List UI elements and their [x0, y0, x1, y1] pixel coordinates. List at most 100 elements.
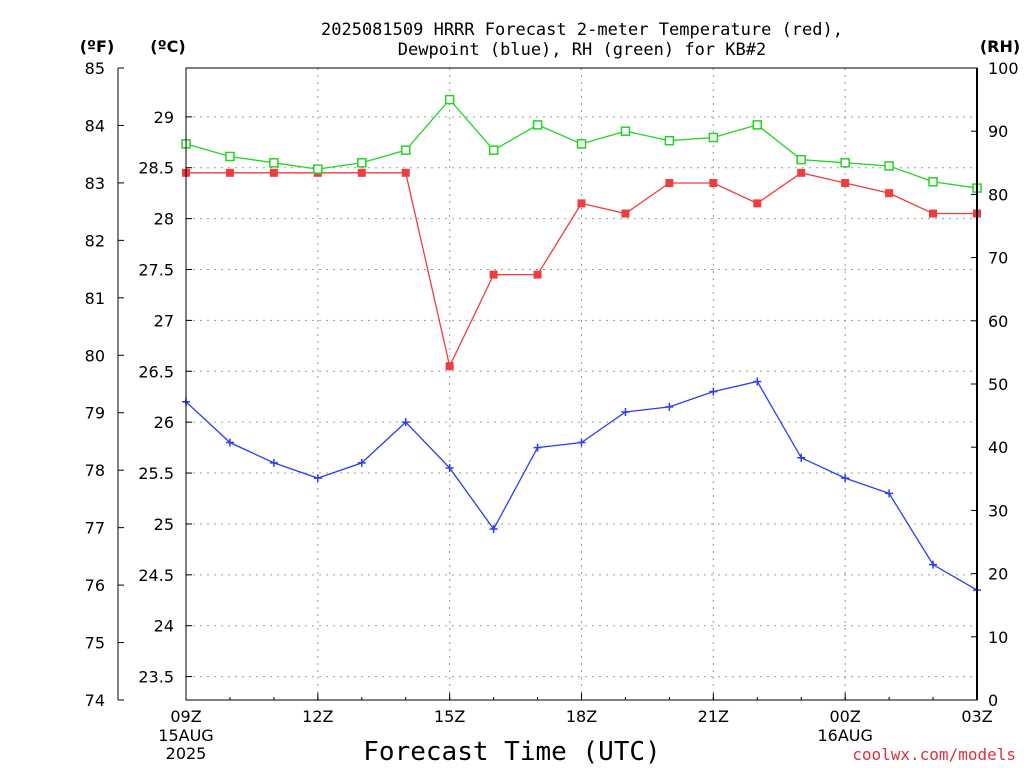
data-point — [357, 458, 366, 467]
data-point — [313, 474, 322, 483]
series-temperature — [182, 168, 981, 371]
celsius-tick-label: 26.5 — [138, 362, 174, 381]
x-tick-label: 15Z — [434, 707, 465, 726]
rh-tick-label: 10 — [988, 628, 1008, 647]
celsius-unit-label: (ºC) — [150, 37, 185, 56]
data-point — [313, 164, 323, 174]
x-tick-label: 12Z — [302, 707, 333, 726]
data-point — [532, 120, 543, 130]
data-point — [225, 168, 234, 177]
data-point — [400, 145, 411, 155]
data-point — [444, 94, 455, 105]
celsius-tick-label: 27 — [154, 311, 174, 330]
data-point — [620, 126, 631, 136]
series-layer — [181, 94, 982, 595]
data-point — [840, 158, 850, 168]
data-point — [577, 438, 586, 447]
data-point — [225, 151, 235, 162]
data-point — [797, 168, 806, 177]
rh-unit-label: (RH) — [980, 37, 1020, 56]
celsius-tick-label: 26 — [154, 413, 174, 432]
x-tick-label: 21Z — [698, 707, 729, 726]
celsius-tick-label: 28.5 — [138, 159, 174, 178]
data-point — [664, 135, 675, 146]
data-point — [709, 179, 718, 188]
x-tick-label: 00Z — [830, 707, 861, 726]
fahrenheit-tick-label: 76 — [85, 576, 105, 595]
data-point — [884, 161, 894, 171]
rh-tick-label: 90 — [988, 122, 1008, 141]
data-point — [621, 407, 630, 416]
credit-link[interactable]: coolwx.com/models — [852, 745, 1016, 764]
data-point — [269, 458, 278, 467]
fahrenheit-tick-label: 78 — [85, 461, 105, 480]
data-point — [401, 418, 410, 427]
x-tick-sublabel: 16AUG — [817, 726, 872, 745]
data-point — [401, 168, 410, 177]
rh-tick-label: 60 — [988, 312, 1008, 331]
data-point — [929, 560, 938, 569]
data-point — [225, 438, 234, 447]
data-point — [928, 177, 938, 187]
celsius-tick-label: 27.5 — [138, 261, 174, 280]
data-point — [753, 377, 762, 386]
chart-subtitle: Dewpoint (blue), RH (green) for KB#2 — [398, 40, 766, 60]
fahrenheit-tick-label: 82 — [85, 231, 105, 250]
x-tick-sublabel: 2025 — [166, 744, 207, 763]
rh-tick-label: 40 — [988, 438, 1008, 457]
celsius-tick-label: 25.5 — [138, 464, 174, 483]
data-point — [885, 489, 894, 498]
celsius-tick-label: 23.5 — [138, 668, 174, 687]
data-point — [841, 474, 850, 483]
celsius-tick-label: 25 — [154, 515, 174, 534]
data-point — [576, 139, 587, 149]
data-point — [665, 179, 674, 188]
x-tick-label: 09Z — [170, 707, 201, 726]
fahrenheit-tick-label: 81 — [85, 289, 105, 308]
fahrenheit-tick-label: 83 — [85, 174, 105, 193]
data-point — [797, 453, 806, 462]
series-dewpoint — [182, 377, 981, 595]
data-point — [885, 189, 894, 198]
data-point — [796, 154, 806, 165]
celsius-tick-label: 24.5 — [138, 566, 174, 585]
fahrenheit-tick-label: 84 — [85, 116, 105, 135]
data-point — [533, 270, 542, 279]
data-point — [929, 209, 938, 218]
rh-tick-label: 50 — [988, 375, 1008, 394]
celsius-tick-label: 28 — [154, 210, 174, 229]
data-point — [841, 179, 850, 188]
fahrenheit-tick-label: 77 — [85, 519, 105, 538]
data-point — [445, 362, 454, 371]
data-point — [269, 158, 279, 168]
data-point — [357, 158, 367, 168]
series-rh — [181, 94, 982, 193]
rh-tick-label: 100 — [988, 59, 1019, 78]
x-axis-title: Forecast Time (UTC) — [363, 737, 660, 767]
fahrenheit-tick-label: 79 — [85, 404, 105, 423]
rh-tick-label: 0 — [988, 691, 998, 710]
data-point — [489, 525, 498, 534]
data-point — [533, 443, 542, 452]
data-point — [488, 145, 499, 155]
chart-title: 2025081509 HRRR Forecast 2-meter Tempera… — [321, 20, 843, 40]
rh-tick-label: 80 — [988, 185, 1008, 204]
rh-tick-label: 70 — [988, 249, 1008, 268]
data-point — [577, 199, 586, 208]
celsius-tick-label: 29 — [154, 108, 174, 127]
fahrenheit-tick-label: 85 — [85, 59, 105, 78]
rh-tick-label: 30 — [988, 501, 1008, 520]
data-point — [708, 132, 719, 143]
data-point — [752, 120, 763, 130]
data-point — [621, 209, 630, 218]
data-point — [709, 387, 718, 396]
axes: 74 75 76 77 78 79 80 81 82 83 84 85 23.5 24 24.5 25 25.5… — [85, 59, 1019, 763]
x-tick-label: 03Z — [961, 707, 992, 726]
fahrenheit-tick-label: 80 — [85, 346, 105, 365]
data-point — [269, 168, 278, 177]
data-point — [489, 270, 498, 279]
fahrenheit-tick-label: 75 — [85, 634, 105, 653]
x-tick-label: 18Z — [566, 707, 597, 726]
rh-tick-label: 20 — [988, 565, 1008, 584]
